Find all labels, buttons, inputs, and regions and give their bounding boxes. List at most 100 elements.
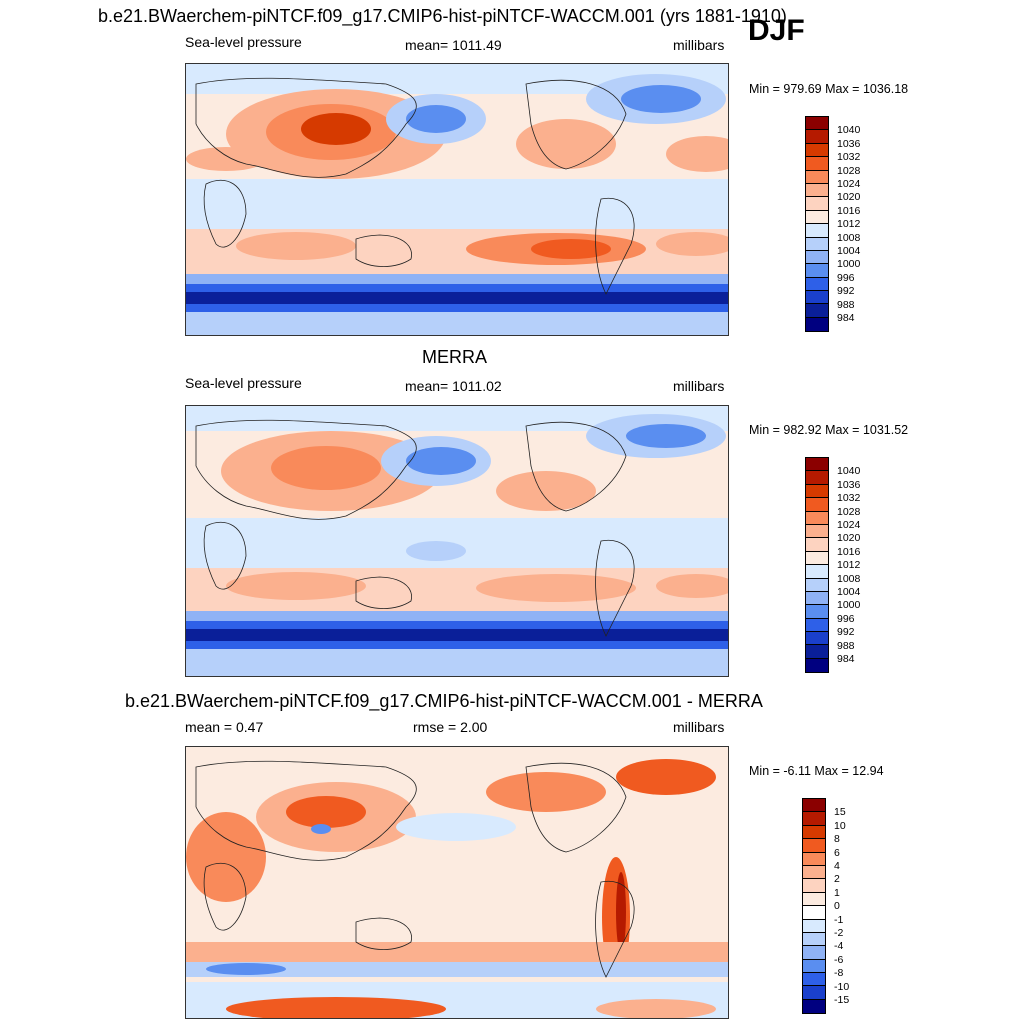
colorbar-tick-label: -6 — [834, 954, 843, 966]
colorbar-swatch — [806, 605, 828, 618]
colorbar-swatch — [803, 812, 825, 825]
colorbar-swatch — [803, 933, 825, 946]
colorbar-tick-label: 1032 — [837, 492, 860, 504]
colorbar-swatch — [806, 171, 828, 184]
colorbar-tick-label: 988 — [837, 299, 855, 311]
colorbar-swatch — [803, 906, 825, 919]
colorbar-swatch — [806, 538, 828, 551]
colorbar-swatch — [806, 238, 828, 251]
colorbar-tick-label: 10 — [834, 820, 846, 832]
colorbar-tick-label: -8 — [834, 967, 843, 979]
colorbar-tick-label: 1032 — [837, 151, 860, 163]
colorbar-swatch — [803, 893, 825, 906]
colorbar-tick-label: 996 — [837, 613, 855, 625]
panel3-minmax: Min = -6.11 Max = 12.94 — [749, 764, 884, 778]
colorbar-tick-label: 992 — [837, 285, 855, 297]
panel1-title: b.e21.BWaerchem-piNTCF.f09_g17.CMIP6-his… — [98, 6, 787, 27]
colorbar-tick-label: -4 — [834, 940, 843, 952]
colorbar-tick-label: 1036 — [837, 138, 860, 150]
colorbar-tick-label: 996 — [837, 272, 855, 284]
colorbar-tick-label: 6 — [834, 847, 840, 859]
colorbar-tick-label: 1028 — [837, 506, 860, 518]
colorbar-swatch — [806, 278, 828, 291]
colorbar-tick-label: 1008 — [837, 232, 860, 244]
colorbar-tick-label: -10 — [834, 981, 849, 993]
panel2-map-svg — [186, 406, 728, 676]
colorbar-tick-label: 1028 — [837, 165, 860, 177]
panel3-title: b.e21.BWaerchem-piNTCF.f09_g17.CMIP6-his… — [125, 691, 763, 712]
colorbar-swatch — [803, 973, 825, 986]
colorbar-tick-label: -1 — [834, 914, 843, 926]
panel1-mean: mean= 1011.49 — [405, 37, 502, 53]
panel2-map — [185, 405, 729, 677]
colorbar-swatch — [803, 960, 825, 973]
colorbar-tick-label: 1004 — [837, 245, 860, 257]
colorbar-swatch — [806, 224, 828, 237]
panel1-variable: Sea-level pressure — [185, 34, 302, 50]
colorbar-tick-label: 1004 — [837, 586, 860, 598]
colorbar-tick-label: 1000 — [837, 258, 860, 270]
colorbar-tick-label: 1008 — [837, 573, 860, 585]
colorbar-swatch — [806, 318, 828, 331]
colorbar-swatch — [806, 264, 828, 277]
colorbar-swatch — [806, 565, 828, 578]
colorbar-swatch — [803, 1000, 825, 1013]
colorbar-tick-label: 984 — [837, 312, 855, 324]
colorbar-swatch — [806, 291, 828, 304]
panel2-variable: Sea-level pressure — [185, 375, 302, 391]
panel3-rmse: rmse = 2.00 — [413, 719, 487, 735]
colorbar-tick-label: 1016 — [837, 546, 860, 558]
colorbar-tick-label: 0 — [834, 900, 840, 912]
colorbar-swatch — [806, 471, 828, 484]
colorbar-tick-label: 1040 — [837, 124, 860, 136]
colorbar-swatch — [806, 632, 828, 645]
colorbar-tick-label: 1020 — [837, 532, 860, 544]
colorbar-tick-label: -15 — [834, 994, 849, 1006]
colorbar-tick-label: 1040 — [837, 465, 860, 477]
colorbar-tick-label: 1016 — [837, 205, 860, 217]
panel1-units: millibars — [673, 37, 724, 53]
panel2-title: MERRA — [422, 347, 487, 368]
colorbar-tick-label: -2 — [834, 927, 843, 939]
colorbar-swatch — [803, 879, 825, 892]
colorbar-swatch — [806, 304, 828, 317]
colorbar-swatch — [806, 157, 828, 170]
colorbar-swatch — [806, 619, 828, 632]
panel3-map — [185, 746, 729, 1019]
colorbar-tick-label: 2 — [834, 873, 840, 885]
panel2-minmax: Min = 982.92 Max = 1031.52 — [749, 423, 908, 437]
colorbar-swatch — [806, 525, 828, 538]
panel3-mean: mean = 0.47 — [185, 719, 263, 735]
colorbar-swatch — [803, 946, 825, 959]
colorbar-swatch — [806, 458, 828, 471]
colorbar-tick-label: 984 — [837, 653, 855, 665]
panel1-map — [185, 63, 729, 336]
panel3-map-svg — [186, 747, 728, 1018]
colorbar-swatch — [806, 184, 828, 197]
colorbar-tick-label: 15 — [834, 806, 846, 818]
colorbar-swatch — [803, 799, 825, 812]
colorbar-tick-label: 4 — [834, 860, 840, 872]
colorbar-swatch — [803, 986, 825, 999]
colorbar-tick-label: 992 — [837, 626, 855, 638]
colorbar-swatch — [803, 920, 825, 933]
colorbar-swatch — [806, 144, 828, 157]
panel2-units: millibars — [673, 378, 724, 394]
colorbar-swatch — [806, 645, 828, 658]
colorbar-swatch — [806, 552, 828, 565]
colorbar-swatch — [806, 498, 828, 511]
colorbar-tick-label: 1024 — [837, 519, 860, 531]
colorbar-tick-label: 1024 — [837, 178, 860, 190]
colorbar-swatch — [806, 117, 828, 130]
colorbar-tick-label: 8 — [834, 833, 840, 845]
colorbar-tick-label: 1012 — [837, 218, 860, 230]
colorbar-tick-label: 1000 — [837, 599, 860, 611]
colorbar-swatch — [803, 853, 825, 866]
colorbar-swatch — [806, 485, 828, 498]
panel2-mean: mean= 1011.02 — [405, 378, 502, 394]
colorbar-swatch — [806, 197, 828, 210]
colorbar-swatch — [803, 826, 825, 839]
colorbar-swatch — [803, 866, 825, 879]
panel1-minmax: Min = 979.69 Max = 1036.18 — [749, 82, 908, 96]
colorbar-tick-label: 1036 — [837, 479, 860, 491]
